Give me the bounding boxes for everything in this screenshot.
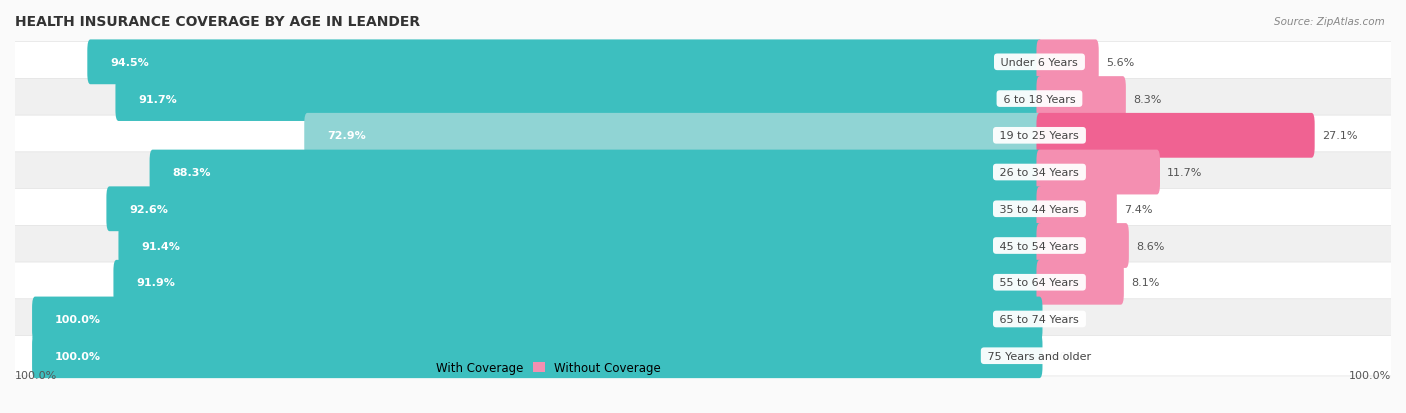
FancyBboxPatch shape <box>1036 223 1129 268</box>
Text: 8.6%: 8.6% <box>1136 241 1164 251</box>
FancyBboxPatch shape <box>14 226 1392 266</box>
Text: 11.7%: 11.7% <box>1167 168 1202 178</box>
Text: 65 to 74 Years: 65 to 74 Years <box>997 314 1083 324</box>
Text: 100.0%: 100.0% <box>55 314 101 324</box>
Text: 92.6%: 92.6% <box>129 204 169 214</box>
Text: 27.1%: 27.1% <box>1322 131 1357 141</box>
Text: HEALTH INSURANCE COVERAGE BY AGE IN LEANDER: HEALTH INSURANCE COVERAGE BY AGE IN LEAN… <box>15 15 420 29</box>
Text: 91.4%: 91.4% <box>142 241 180 251</box>
Text: 5.6%: 5.6% <box>1105 58 1135 68</box>
Text: Source: ZipAtlas.com: Source: ZipAtlas.com <box>1274 17 1385 26</box>
Text: 91.7%: 91.7% <box>139 94 177 104</box>
Text: 72.9%: 72.9% <box>328 131 366 141</box>
FancyBboxPatch shape <box>14 152 1392 193</box>
FancyBboxPatch shape <box>1036 40 1098 85</box>
Text: 19 to 25 Years: 19 to 25 Years <box>997 131 1083 141</box>
FancyBboxPatch shape <box>1036 260 1123 305</box>
Text: 35 to 44 Years: 35 to 44 Years <box>997 204 1083 214</box>
FancyBboxPatch shape <box>14 189 1392 230</box>
Text: 45 to 54 Years: 45 to 54 Years <box>997 241 1083 251</box>
FancyBboxPatch shape <box>14 79 1392 119</box>
FancyBboxPatch shape <box>107 187 1042 232</box>
FancyBboxPatch shape <box>14 299 1392 339</box>
FancyBboxPatch shape <box>14 43 1392 83</box>
Text: 26 to 34 Years: 26 to 34 Years <box>997 168 1083 178</box>
Text: 8.1%: 8.1% <box>1130 278 1159 287</box>
Text: 100.0%: 100.0% <box>1348 370 1391 380</box>
Text: 0.0%: 0.0% <box>1049 351 1078 361</box>
FancyBboxPatch shape <box>118 223 1042 268</box>
FancyBboxPatch shape <box>32 297 1042 342</box>
Text: 6 to 18 Years: 6 to 18 Years <box>1000 94 1078 104</box>
Legend: With Coverage, Without Coverage: With Coverage, Without Coverage <box>411 357 665 379</box>
Text: 55 to 64 Years: 55 to 64 Years <box>997 278 1083 287</box>
Text: 88.3%: 88.3% <box>173 168 211 178</box>
FancyBboxPatch shape <box>14 336 1392 376</box>
FancyBboxPatch shape <box>1036 150 1160 195</box>
Text: 100.0%: 100.0% <box>15 370 58 380</box>
FancyBboxPatch shape <box>1036 77 1126 122</box>
FancyBboxPatch shape <box>304 114 1042 158</box>
FancyBboxPatch shape <box>114 260 1042 305</box>
Text: 75 Years and older: 75 Years and older <box>984 351 1095 361</box>
Text: 7.4%: 7.4% <box>1123 204 1153 214</box>
FancyBboxPatch shape <box>149 150 1042 195</box>
Text: 8.3%: 8.3% <box>1133 94 1161 104</box>
Text: 100.0%: 100.0% <box>55 351 101 361</box>
FancyBboxPatch shape <box>32 334 1042 378</box>
FancyBboxPatch shape <box>87 40 1042 85</box>
FancyBboxPatch shape <box>14 116 1392 156</box>
Text: 0.0%: 0.0% <box>1049 314 1078 324</box>
Text: Under 6 Years: Under 6 Years <box>997 58 1081 68</box>
FancyBboxPatch shape <box>1036 114 1315 158</box>
FancyBboxPatch shape <box>14 262 1392 303</box>
FancyBboxPatch shape <box>115 77 1042 122</box>
Text: 94.5%: 94.5% <box>111 58 149 68</box>
Text: 91.9%: 91.9% <box>136 278 176 287</box>
FancyBboxPatch shape <box>1036 187 1116 232</box>
